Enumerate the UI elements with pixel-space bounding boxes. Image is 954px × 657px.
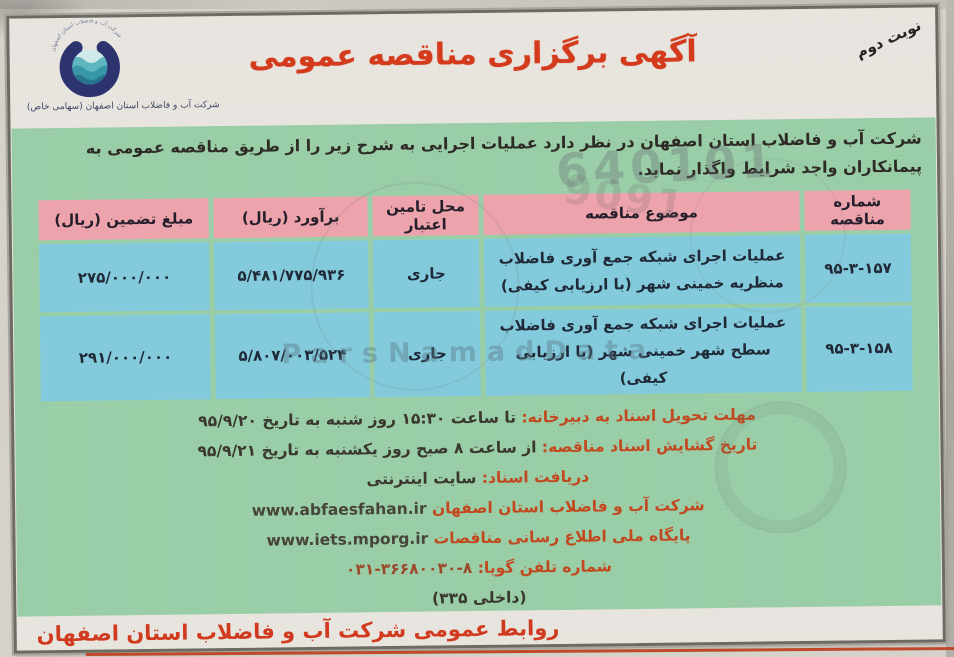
cell-tender-subject: عملیات اجرای شبکه جمع آوری فاضلاب منظریه… xyxy=(484,235,801,307)
deadline-date: ۹۵/۹/۲۰ xyxy=(198,411,257,431)
tender-ad-frame: شرکت آب و فاضلاب استان اصفهان شرکت آب و … xyxy=(6,4,946,654)
deadline-label: مهلت تحویل اسناد به دبیرخانه: xyxy=(521,405,757,427)
page-edge-right xyxy=(946,0,954,657)
tender-table: شماره مناقصه موضوع مناقصه محل تامین اعتب… xyxy=(33,186,917,406)
footer-signature: روابط عمومی شرکت آب و فاضلاب استان اصفها… xyxy=(36,616,560,647)
docs-text: سایت اینترنتی xyxy=(366,469,477,489)
phone-label: شماره تلفن گویا: xyxy=(477,557,613,578)
cell-tender-number: ۹۵-۳-۱۵۷ xyxy=(804,233,912,304)
cell-estimate: ۵/۸۰۷/۰۰۳/۵۲۴ xyxy=(215,312,370,400)
table-row: ۹۵-۳-۱۵۸ عملیات اجرای شبکه جمع آوری فاضل… xyxy=(39,305,913,402)
header-estimate: برآورد (ریال) xyxy=(213,196,368,239)
page-edge-top xyxy=(0,0,954,9)
table-header-row: شماره مناقصه موضوع مناقصه محل تامین اعتب… xyxy=(38,189,911,241)
company-site-url: www.abfaesfahan.ir xyxy=(251,499,427,520)
iets-site-label: پایگاه ملی اطلاع رسانی مناقصات xyxy=(433,526,691,548)
logo-caption: شرکت آب و فاضلاب استان اصفهان (سهامی خاص… xyxy=(26,100,220,113)
header-tender-subject: موضوع مناقصه xyxy=(483,191,800,235)
company-site-label: شرکت آب و فاضلاب استان اصفهان xyxy=(431,496,705,518)
deadline-mid: روز شنبه به تاریخ xyxy=(262,410,397,430)
deadline-time: ۱۵:۳۰ xyxy=(401,409,446,428)
header-tender-number: شماره مناقصه xyxy=(803,189,911,232)
cell-funding-source: جاری xyxy=(373,310,482,398)
opening-text: از ساعت ۸ صبح روز یکشنبه به تاریخ xyxy=(261,438,537,460)
cell-guarantee: ۲۷۵/۰۰۰/۰۰۰ xyxy=(38,242,211,313)
docs-label: دریافت اسناد: xyxy=(481,467,590,487)
ad-body-panel: شرکت آب و فاضلاب استان اصفهان در نظر دار… xyxy=(11,117,942,618)
iets-site-url: www.iets.mporg.ir xyxy=(266,529,429,550)
cell-tender-subject: عملیات اجرای شبکه جمع آوری فاضلاب سطح شه… xyxy=(485,307,802,396)
header-guarantee: مبلغ تضمین (ریال) xyxy=(38,198,210,241)
opening-date: ۹۵/۹/۲۱ xyxy=(197,441,257,461)
intro-text: شرکت آب و فاضلاب استان اصفهان در نظر دار… xyxy=(85,128,923,179)
header-funding-source: محل تامین اعتبار xyxy=(372,194,480,237)
tender-details: مهلت تحویل اسناد به دبیرخانه: تا ساعت ۱۵… xyxy=(15,397,941,618)
water-wave-logo-icon: شرکت آب و فاضلاب استان اصفهان xyxy=(50,18,123,98)
ad-title: آگهی برگزاری مناقصه عمومی xyxy=(248,34,697,75)
deadline-pre: تا ساعت xyxy=(450,408,517,428)
company-logo: شرکت آب و فاضلاب استان اصفهان xyxy=(37,18,142,104)
cell-guarantee: ۲۹۱/۰۰۰/۰۰۰ xyxy=(39,314,212,402)
cell-tender-number: ۹۵-۳-۱۵۸ xyxy=(805,305,913,393)
ad-header: شرکت آب و فاضلاب استان اصفهان شرکت آب و … xyxy=(9,7,936,128)
table-row: ۹۵-۳-۱۵۷ عملیات اجرای شبکه جمع آوری فاضل… xyxy=(38,233,912,313)
phone-number: ۰۳۱-۳۶۶۸۰۰۳۰-۸ xyxy=(345,559,473,579)
cell-funding-source: جاری xyxy=(372,238,480,309)
opening-label: تاریخ گشایش اسناد مناقصه: xyxy=(541,435,758,457)
cell-estimate: ۵/۴۸۱/۷۷۵/۹۳۶ xyxy=(214,240,369,311)
